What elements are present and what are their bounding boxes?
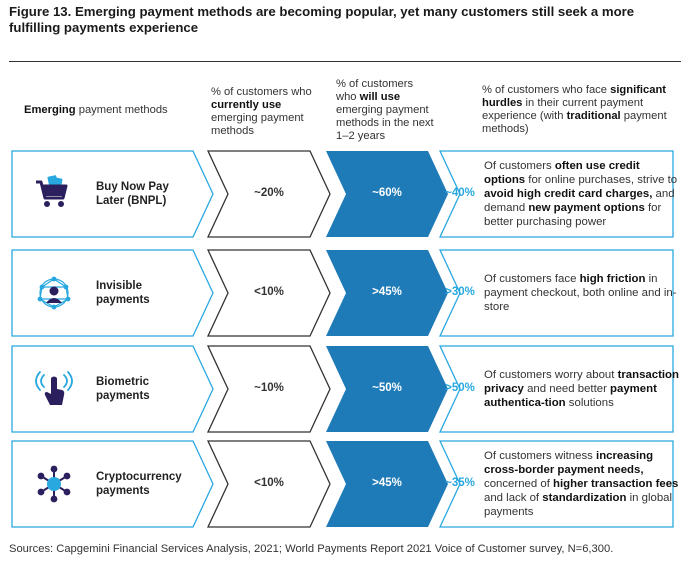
shopping-cart-icon (34, 174, 70, 215)
header-hurdles: % of customers who face significant hurd… (482, 84, 667, 135)
hurdle-description: Of customers worry about transaction pri… (484, 368, 679, 409)
will-use-pct: ~50% (372, 382, 402, 394)
will-use-pct: >45% (372, 477, 402, 489)
current-use-chevron (206, 440, 331, 528)
will-use-chevron (326, 250, 448, 336)
figure-title: Figure 13. Emerging payment methods are … (9, 4, 635, 35)
header-current-use: % of customers who currently use emergin… (211, 86, 312, 137)
method-name: Cryptocurrency payments (96, 471, 182, 497)
method-chevron (11, 345, 214, 433)
hurdle-box (438, 249, 674, 337)
title-divider (9, 61, 681, 62)
will-use-pct: >45% (372, 286, 402, 298)
hurdle-pct: ~35% (445, 477, 475, 489)
method-chevron (11, 249, 214, 337)
current-use-pct: <10% (254, 477, 284, 489)
current-use-chevron (206, 345, 331, 433)
hurdle-box (438, 345, 674, 433)
will-use-chevron (326, 346, 448, 432)
hurdle-pct: >50% (445, 382, 475, 394)
hurdle-pct: >30% (445, 286, 475, 298)
hurdle-box (438, 440, 674, 528)
method-name: Buy Now Pay Later (BNPL) (96, 181, 169, 207)
header-methods: Emerging payment methods (24, 104, 168, 116)
current-use-pct: ~10% (254, 382, 284, 394)
method-chevron (11, 440, 214, 528)
method-name: Invisible payments (96, 280, 150, 306)
source-note: Sources: Capgemini Financial Services An… (9, 543, 614, 555)
current-use-chevron (206, 150, 331, 238)
crypto-network-icon (34, 464, 74, 509)
hurdle-description: Of customers witness increasing cross-bo… (484, 449, 679, 519)
hurdle-description: Of customers face high friction in payme… (484, 272, 677, 313)
current-use-pct: <10% (254, 286, 284, 298)
current-use-pct: ~20% (254, 187, 284, 199)
will-use-chevron (326, 151, 448, 237)
current-use-chevron (206, 249, 331, 337)
header-will-use: % of customers who will use emerging pay… (336, 78, 434, 142)
hurdle-box (438, 150, 674, 238)
will-use-chevron (326, 441, 448, 527)
will-use-pct: ~60% (372, 187, 402, 199)
method-chevron (11, 150, 214, 238)
hurdle-description: Of customers often use credit options fo… (484, 159, 678, 229)
network-person-icon (34, 273, 74, 318)
method-name: Biometric payments (96, 376, 150, 402)
contactless-touch-icon (34, 369, 74, 414)
hurdle-pct: ~40% (445, 187, 475, 199)
